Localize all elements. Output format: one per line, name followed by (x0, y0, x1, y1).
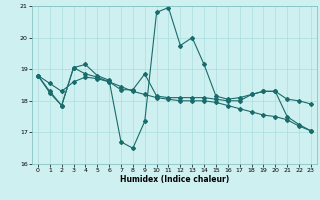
X-axis label: Humidex (Indice chaleur): Humidex (Indice chaleur) (120, 175, 229, 184)
